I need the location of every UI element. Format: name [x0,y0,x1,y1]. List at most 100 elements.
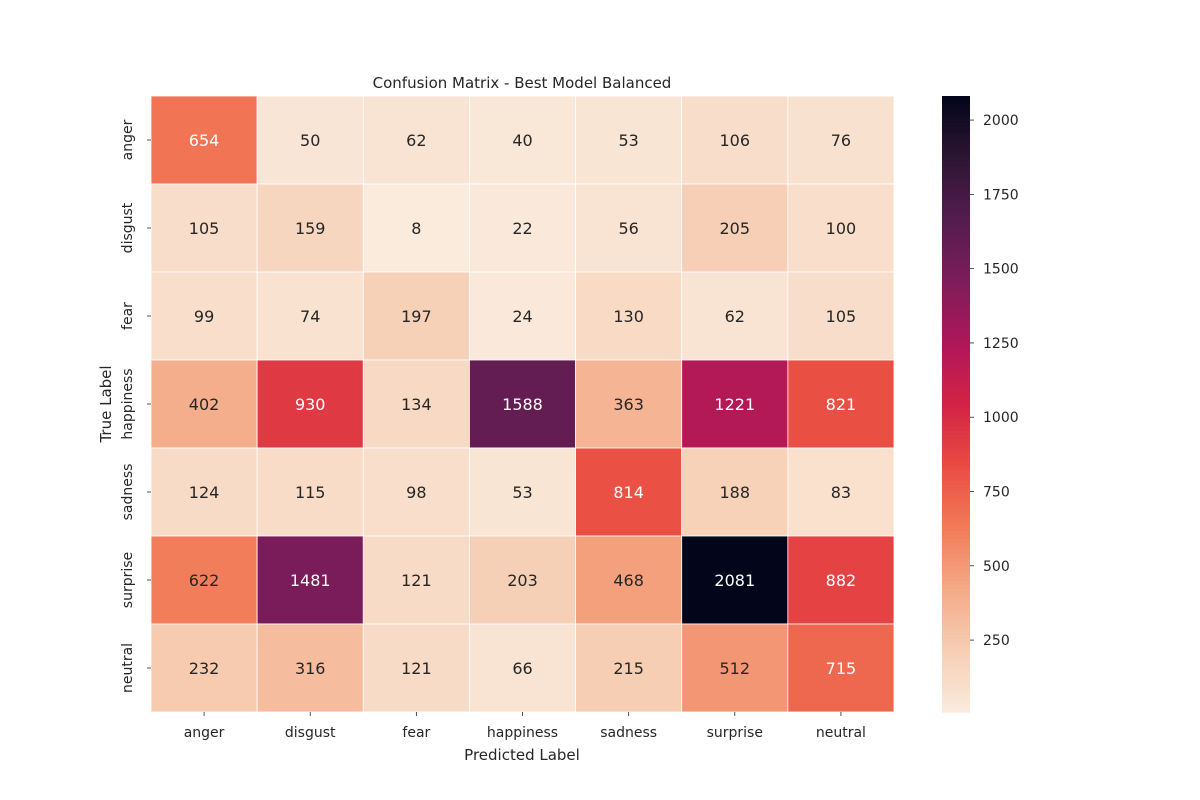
colorbar-segment [942,507,970,513]
cell-value-label: 74 [300,307,320,326]
colorbar-tick-label: 250 [983,633,1010,649]
cell-value-label: 134 [401,395,432,414]
colorbar-segment [942,300,970,305]
colorbar-segment [942,558,970,563]
cell-value-label: 76 [831,131,851,150]
colorbar-segment [942,238,970,243]
colorbar-segment [942,561,970,567]
heatmap-cell [469,95,576,185]
colorbar-segment [942,215,970,220]
colorbar-segment [942,477,970,482]
cell-value-label: 83 [831,483,851,502]
heatmap-cell [575,271,683,361]
colorbar-segment [942,122,970,128]
colorbar-segment [942,685,970,690]
cell-value-label: 24 [512,307,532,326]
cell-value-label: 62 [725,307,745,326]
colorbar-segment [942,130,970,136]
heatmap-cells [150,95,895,713]
colorbar-segment [942,488,970,494]
colorbar-segment [942,708,970,713]
colorbar-tick-label: 500 [983,559,1010,575]
colorbar-segment [942,373,970,378]
cell-value-label: 715 [826,659,857,678]
colorbar-segment [942,569,970,574]
y-tick-label: sadness [120,464,136,521]
heatmap-cell [362,183,470,273]
colorbar-segment [942,134,970,139]
colorbar-segment [942,388,970,394]
heatmap-cell [150,359,258,449]
colorbar-segment [942,469,970,474]
colorbar-segment [942,588,970,594]
cell-value-label: 882 [826,571,857,590]
colorbar-segment [942,184,970,189]
colorbar-segment [942,565,970,571]
colorbar-segment [942,357,970,363]
cell-value-label: 203 [507,571,538,590]
colorbar-segment [942,538,970,544]
heatmap-cell [469,271,576,361]
colorbar-segment [942,250,970,255]
colorbar-segment [942,542,970,548]
colorbar-tick-label: 1750 [983,187,1019,203]
heatmap-cell [787,447,895,537]
colorbar-segment [942,99,970,105]
heatmap-cell [469,535,576,625]
colorbar-segment [942,457,970,463]
colorbar-segment [942,527,970,532]
colorbar-segment [942,111,970,116]
x-tick-label: disgust [285,725,336,741]
colorbar-segment [942,311,970,317]
colorbar-segment [942,211,970,216]
cell-value-label: 402 [189,395,220,414]
colorbar-segment [942,615,970,621]
colorbar-segment [942,284,970,290]
colorbar-segment [942,534,970,540]
cell-value-label: 40 [512,131,532,150]
colorbar-segment [942,369,970,374]
y-tick-label: fear [120,302,136,330]
colorbar-segment [942,226,970,232]
colorbar-segment [942,315,970,320]
colorbar-segment [942,142,970,147]
colorbar-segment [942,138,970,143]
colorbar-segment [942,554,970,559]
heatmap-cell [362,623,470,713]
cell-value-label: 8 [411,219,421,238]
colorbar-segment [942,484,970,490]
heatmap-cell [362,95,470,185]
colorbar-segment [942,384,970,390]
colorbar-segment [942,461,970,467]
colorbar-segment [942,696,970,702]
colorbar-segment [942,515,970,521]
colorbar-segment [942,153,970,159]
colorbar-segment [942,500,970,505]
colorbar-segment [942,161,970,166]
heatmap-cell [256,535,364,625]
heatmap-cell [681,183,789,273]
y-axis-ticks: anger disgust fear happiness sadness surprise… [120,119,151,693]
colorbar-segment [942,661,970,667]
cell-value-label: 821 [826,395,857,414]
colorbar-segment [942,361,970,367]
colorbar-segment [942,219,970,224]
colorbar-segment [942,692,970,698]
colorbar-segment [942,638,970,644]
colorbar-tick-label: 2000 [983,113,1019,129]
colorbar-segment [942,234,970,240]
colorbar-segment [942,196,970,201]
colorbar-segment [942,96,970,101]
colorbar-segment [942,519,970,524]
colorbar-segment [942,427,970,432]
colorbar-segment [942,342,970,347]
y-tick-label: surprise [120,552,136,608]
colorbar-segment [942,346,970,351]
chart-title: Confusion Matrix - Best Model Balanced [373,74,672,92]
colorbar-segment [942,296,970,301]
colorbar-segment [942,353,970,359]
colorbar-segment [942,673,970,678]
colorbar-segment [942,415,970,420]
colorbar-segment [942,261,970,266]
colorbar-segment [942,292,970,297]
